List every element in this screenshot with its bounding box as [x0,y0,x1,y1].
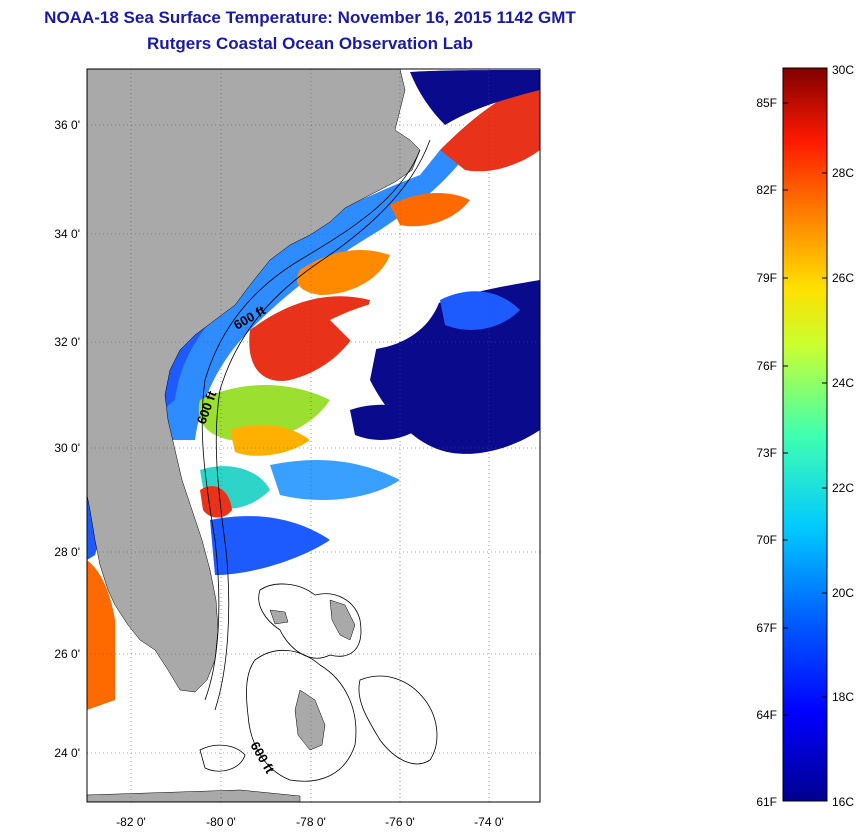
lon-tick-labels: -82 0' -80 0' -78 0' -76 0' -74 0' [116,815,504,829]
cbar-f-label: 85F [756,96,777,110]
lat-tick: 28 0' [54,545,80,559]
cbar-f-label: 79F [756,271,777,285]
colorbar-ticks [783,102,827,716]
cbar-f-label: 73F [756,446,777,460]
cbar-f-label: 61F [756,795,777,809]
lon-tick: -76 0' [385,815,415,829]
cbar-c-label: 26C [832,271,854,285]
cbar-c-label: 16C [832,795,854,809]
cbar-c-label: 30C [832,63,854,77]
cbar-f-label: 76F [756,359,777,373]
cbar-c-label: 18C [832,690,854,704]
lon-tick: -78 0' [296,815,326,829]
cbar-c-label: 24C [832,376,854,390]
cbar-f-label: 64F [756,708,777,722]
bathymetry-contours [199,139,438,782]
lat-tick: 30 0' [54,441,80,455]
cbar-f-label: 82F [756,183,777,197]
lat-tick: 32 0' [54,335,80,349]
lat-tick: 26 0' [54,647,80,661]
andros-island [294,689,326,751]
abaco-island [329,599,356,641]
cbar-c-label: 20C [832,586,854,600]
lat-tick: 34 0' [54,227,80,241]
map-frame [86,68,541,803]
map-subtitle: Rutgers Coastal Ocean Observation Lab [147,34,473,53]
lat-tick: 24 0' [54,746,80,760]
cbar-c-label: 22C [832,481,854,495]
map-title: NOAA-18 Sea Surface Temperature: Novembe… [44,8,576,27]
colorbar-celsius-labels: 30C 28C 26C 24C 22C 20C 18C 16C [832,63,854,809]
lon-tick: -82 0' [116,815,146,829]
colorbar-fahrenheit-labels: 85F 82F 79F 76F 73F 70F 67F 64F 61F [756,96,777,809]
land-southeast-us [87,69,421,693]
colorbar [782,67,828,802]
grand-bahama-island [269,609,289,625]
cbar-f-label: 70F [756,533,777,547]
lon-tick: -80 0' [206,815,236,829]
lat-tick: 36 0' [54,118,80,132]
sst-swath [87,70,540,710]
lon-tick: -74 0' [474,815,504,829]
cbar-f-label: 67F [756,621,777,635]
cuba-land [87,789,301,802]
lat-tick-labels: 36 0' 34 0' 32 0' 30 0' 28 0' 26 0' 24 0… [54,118,80,760]
cbar-c-label: 28C [832,166,854,180]
